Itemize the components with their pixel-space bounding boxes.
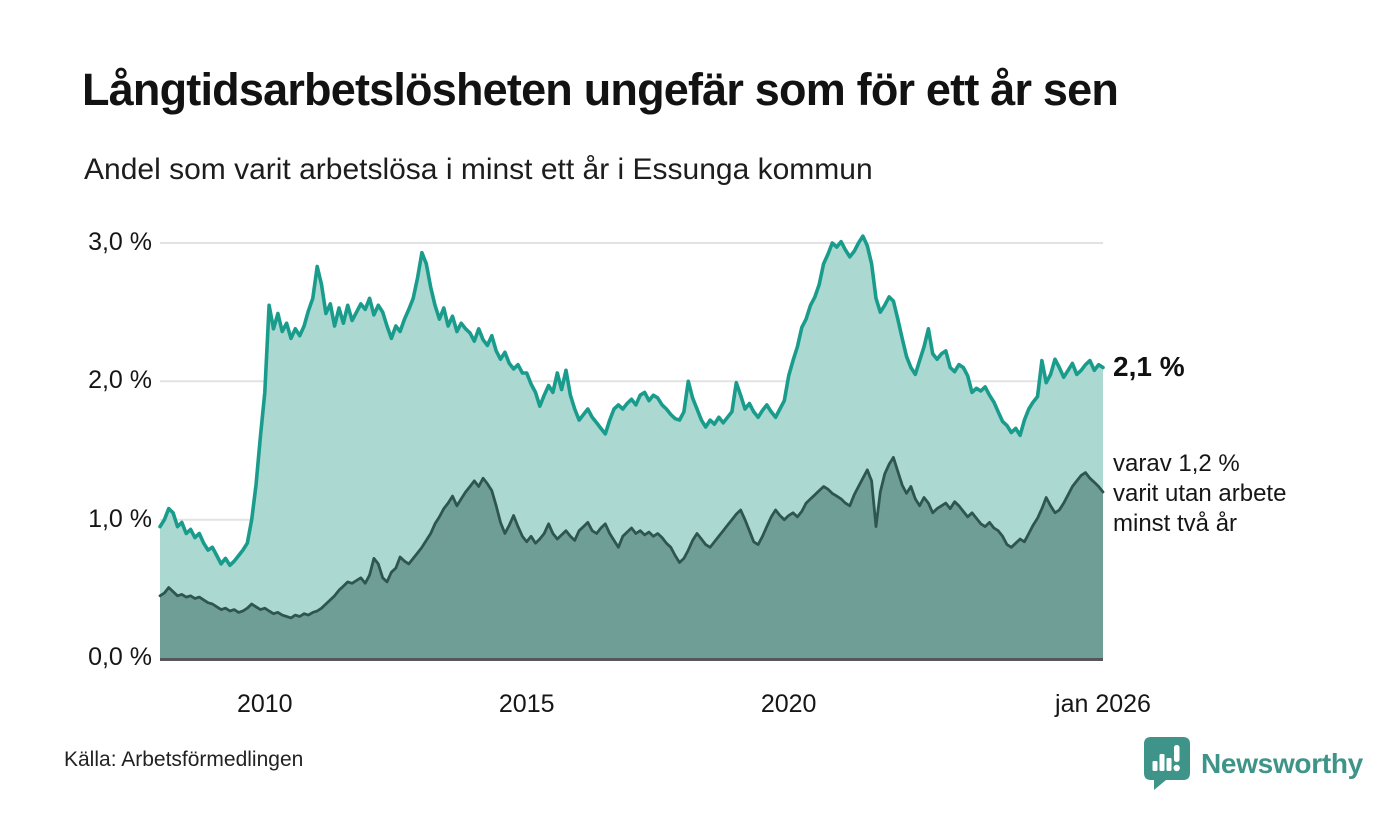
series-end-label-two-years: varav 1,2 % varit utan arbete minst två år (1113, 449, 1286, 539)
annotation-line: minst två år (1113, 510, 1238, 537)
area-over-two-years (160, 457, 1103, 658)
chart-subtitle: Andel som varit arbetslösa i minst ett å… (84, 153, 873, 186)
line-over-two-years (158, 456, 1105, 620)
annotation-line: varit utan arbete (1113, 480, 1287, 507)
y-axis-label: 3,0 % (88, 228, 152, 256)
line-total-over-one-year (158, 234, 1105, 568)
series-end-label-total: 2,1 % (1113, 351, 1185, 382)
y-axis-label: 0,0 % (88, 643, 152, 671)
newsworthy-logo[interactable]: Newsworthy (1143, 736, 1363, 791)
chart-title: Långtidsarbetslösheten ungefär som för e… (82, 64, 1119, 115)
newsworthy-logo-icon (1144, 737, 1190, 790)
annotation-line: varav 1,2 % (1113, 450, 1240, 477)
y-axis-label: 1,0 % (88, 504, 152, 533)
x-axis-label: jan 2026 (1055, 690, 1151, 718)
x-axis-label: 2015 (498, 690, 555, 718)
x-axis-label: 2010 (236, 690, 293, 718)
y-axis-label: 2,0 % (88, 366, 152, 395)
newsworthy-logo-text: Newsworthy (1201, 747, 1363, 779)
source-attribution: Källa: Arbetsförmedlingen (64, 748, 304, 771)
x-axis-label: 2020 (760, 690, 817, 718)
